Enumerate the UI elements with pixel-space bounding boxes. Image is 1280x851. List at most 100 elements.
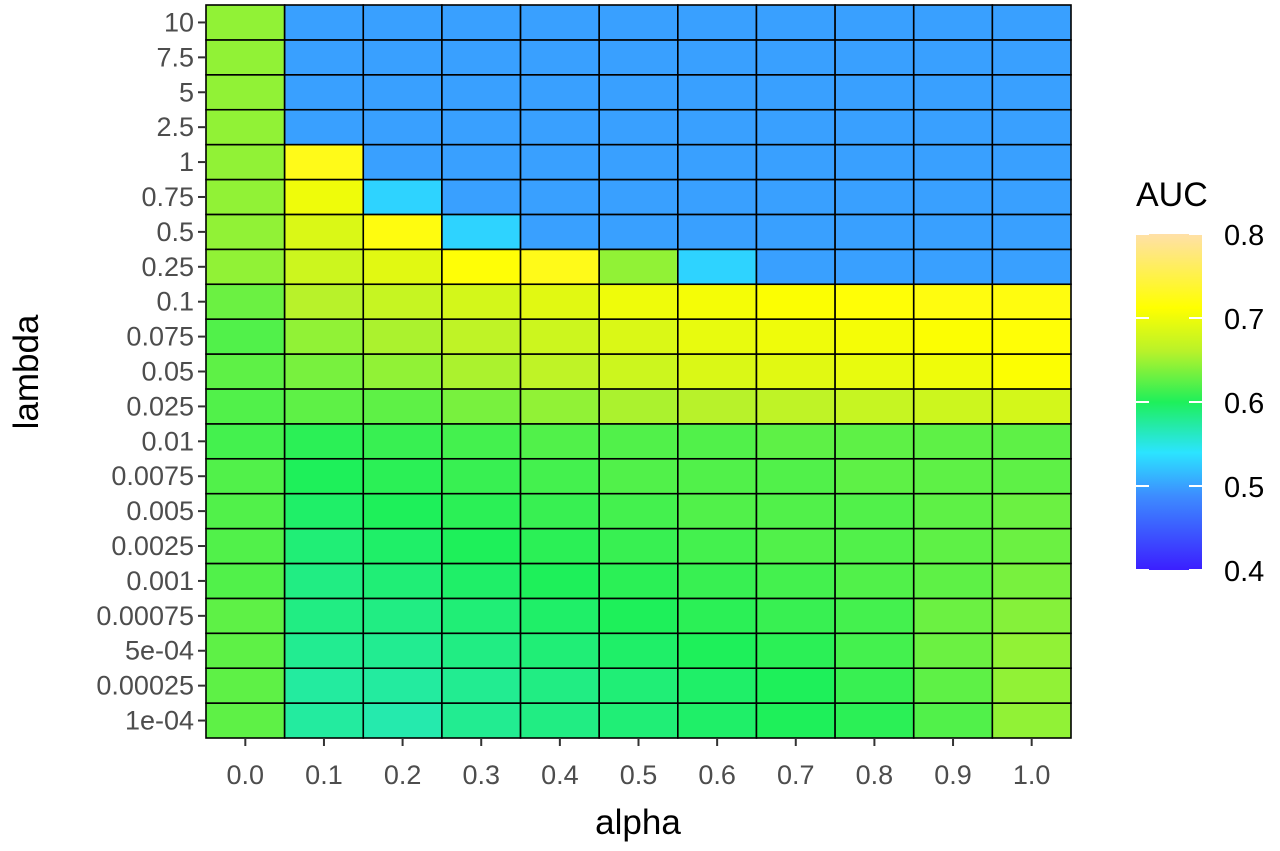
heatmap-cell: [755, 213, 836, 251]
heatmap-cell: [283, 283, 365, 320]
heatmap-cell: [677, 318, 758, 355]
heatmap-cell: [677, 213, 758, 251]
heatmap-cell: [205, 562, 286, 600]
y-tick-label: 0.0025: [111, 531, 194, 561]
legend-ticks: 0.4 0.5 0.6 0.7 0.8: [1136, 220, 1264, 588]
heatmap-cell: [283, 667, 365, 704]
heatmap-cell: [912, 388, 994, 425]
heatmap-cell: [441, 667, 522, 704]
heatmap-cell: [598, 108, 679, 146]
heatmap-cell: [991, 527, 1072, 565]
heatmap-cell: [362, 39, 443, 76]
heatmap-cell: [519, 423, 600, 460]
heatmap-cell: [991, 388, 1072, 425]
x-tick-label: 0.8: [856, 760, 894, 790]
heatmap-cell: [677, 143, 758, 181]
y-tick-label: 0.5: [156, 217, 194, 247]
heatmap-cell: [598, 178, 679, 216]
heatmap-cell: [991, 213, 1072, 251]
heatmap-cell: [283, 702, 365, 739]
heatmap-cell: [912, 457, 994, 495]
heatmap-cell: [834, 702, 915, 739]
heatmap-cell: [991, 178, 1072, 216]
y-tick-label: 0.25: [141, 252, 194, 282]
heatmap-cell: [755, 74, 836, 111]
heatmap-cell: [441, 143, 522, 181]
y-tick-label: 0.00075: [96, 601, 194, 631]
heatmap-cell: [598, 423, 679, 460]
heatmap-cell: [283, 492, 365, 530]
heatmap-cell: [283, 108, 365, 146]
heatmap-cell: [441, 597, 522, 635]
heatmap-cell: [283, 423, 365, 460]
x-tick-label: 0.2: [384, 760, 422, 790]
heatmap-cell: [519, 562, 600, 600]
heatmap-cell: [598, 213, 679, 251]
heatmap-cell: [441, 388, 522, 425]
heatmap-cells: [205, 4, 1072, 739]
heatmap-cell: [755, 248, 836, 286]
heatmap-cell: [205, 178, 286, 216]
heatmap-cell: [441, 423, 522, 460]
heatmap-cell: [283, 74, 365, 111]
heatmap-cell: [677, 74, 758, 111]
heatmap-cell: [991, 457, 1072, 495]
legend-tick-label: 0.4: [1224, 556, 1264, 588]
heatmap-cell: [834, 457, 915, 495]
heatmap-cell: [991, 4, 1072, 41]
legend-tick-label: 0.7: [1224, 304, 1264, 336]
heatmap-cell: [598, 562, 679, 600]
heatmap-cell: [441, 178, 522, 216]
heatmap-cell: [834, 318, 915, 355]
heatmap-cell: [519, 283, 600, 320]
heatmap-cell: [205, 248, 286, 286]
heatmap-cell: [834, 562, 915, 600]
y-axis-title: lambda: [7, 314, 46, 429]
x-tick-label: 0.0: [227, 760, 265, 790]
heatmap-cell: [362, 283, 443, 320]
y-tick-label: 1: [179, 147, 194, 177]
heatmap-cell: [834, 213, 915, 251]
heatmap-cell: [834, 597, 915, 635]
heatmap-cell: [205, 702, 286, 739]
heatmap-cell: [598, 4, 679, 41]
heatmap-cell: [283, 562, 365, 600]
heatmap-cell: [834, 143, 915, 181]
heatmap-cell: [519, 597, 600, 635]
heatmap-cell: [205, 492, 286, 530]
heatmap-cell: [834, 388, 915, 425]
heatmap-cell: [362, 353, 443, 390]
heatmap-cell: [598, 597, 679, 635]
heatmap-cell: [362, 388, 443, 425]
heatmap-cell: [912, 492, 994, 530]
heatmap-cell: [912, 702, 994, 739]
heatmap-cell: [362, 423, 443, 460]
heatmap-cell: [519, 108, 600, 146]
heatmap-cell: [991, 597, 1072, 635]
heatmap-cell: [834, 39, 915, 76]
heatmap-cell: [834, 667, 915, 704]
heatmap-cell: [834, 492, 915, 530]
heatmap-cell: [362, 143, 443, 181]
heatmap-cell: [834, 178, 915, 216]
heatmap-cell: [205, 597, 286, 635]
heatmap-cell: [991, 702, 1072, 739]
heatmap-cell: [755, 283, 836, 320]
heatmap-cell: [912, 143, 994, 181]
heatmap-cell: [519, 318, 600, 355]
heatmap-cell: [912, 213, 994, 251]
heatmap-cell: [912, 4, 994, 41]
heatmap-cell: [519, 457, 600, 495]
heatmap-cell: [362, 527, 443, 565]
heatmap-cell: [205, 632, 286, 669]
heatmap-cell: [834, 283, 915, 320]
heatmap-cell: [283, 597, 365, 635]
heatmap-cell: [205, 143, 286, 181]
heatmap-cell: [677, 248, 758, 286]
heatmap-cell: [677, 4, 758, 41]
heatmap-cell: [205, 39, 286, 76]
heatmap-cell: [598, 39, 679, 76]
heatmap-cell: [991, 632, 1072, 669]
heatmap-cell: [519, 4, 600, 41]
